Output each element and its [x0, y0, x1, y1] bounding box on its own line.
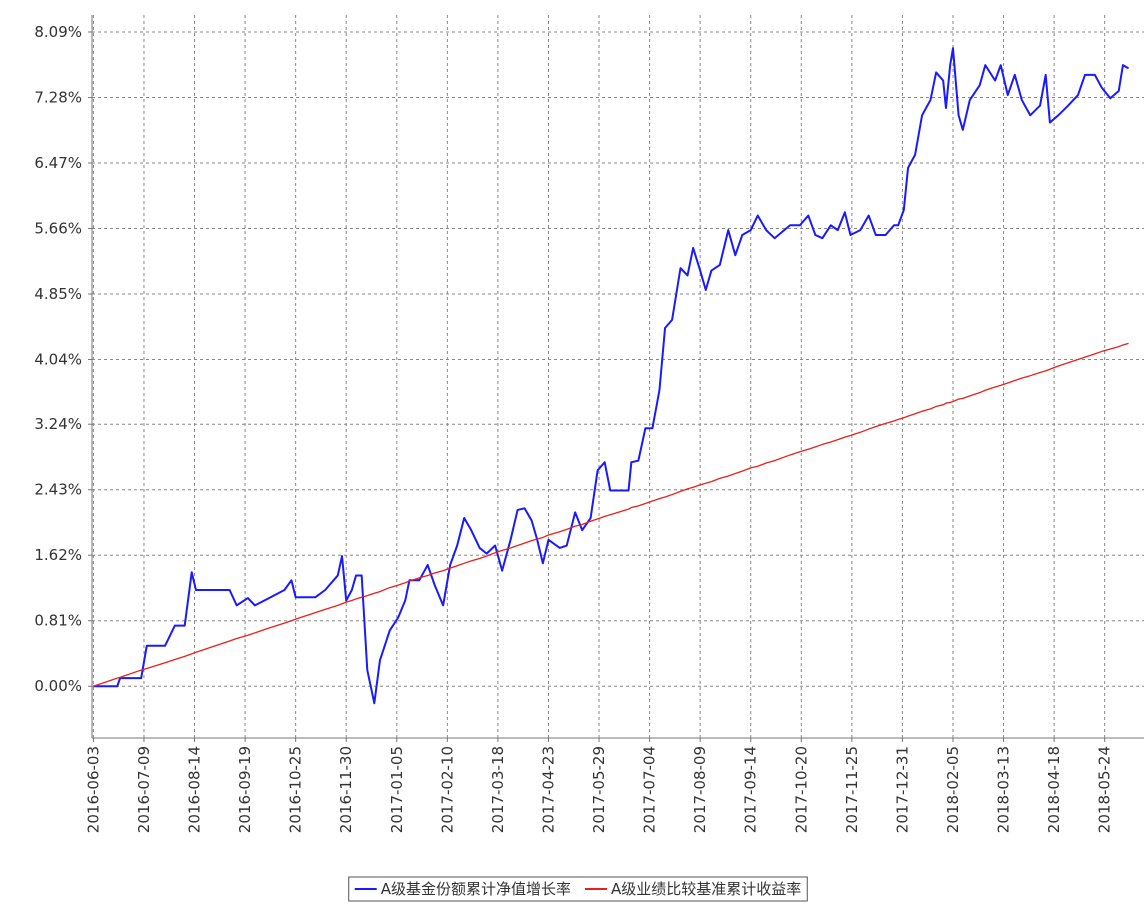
- tick-labels: 0.00% 0.81% 1.62% 2.43% 3.24% 4.04% 4.85% 5.66%…: [34, 23, 1113, 833]
- data-line: [93, 47, 1130, 705]
- y-tick-label: 2.43%: [34, 481, 82, 499]
- x-tick-label: 2017-05-29: [590, 746, 608, 833]
- x-tick-label: 2016-07-09: [135, 746, 153, 833]
- y-tick-label: 0.00%: [34, 677, 82, 695]
- x-tick-label: 2016-08-14: [186, 746, 204, 833]
- grid: [92, 15, 1144, 738]
- y-tick-label: 1.62%: [34, 546, 82, 564]
- y-tick-label: 6.47%: [34, 154, 82, 172]
- x-tick-label: 2018-03-13: [995, 746, 1013, 833]
- x-tick-label: 2016-11-30: [337, 746, 355, 833]
- legend-label: A级业绩比较基准累计收益率: [611, 880, 801, 898]
- x-tick-label: 2016-06-03: [84, 746, 102, 833]
- x-tick-label: 2018-04-18: [1045, 746, 1063, 833]
- legend-item: A级业绩比较基准累计收益率: [585, 880, 801, 898]
- x-tick-label: 2016-10-25: [287, 746, 305, 833]
- y-tick-label: 4.04%: [34, 351, 82, 369]
- x-tick-label: 2017-09-14: [742, 746, 760, 833]
- x-tick-label: 2017-03-18: [489, 746, 507, 833]
- x-tick-label: 2017-04-23: [539, 746, 557, 833]
- x-tick-label: 2017-07-04: [641, 746, 659, 833]
- plot: [93, 47, 1130, 705]
- x-tick-label: 2018-05-24: [1096, 746, 1114, 833]
- x-tick-label: 2017-02-10: [438, 746, 456, 833]
- y-tick-label: 4.85%: [34, 285, 82, 303]
- y-tick-label: 3.24%: [34, 415, 82, 433]
- x-tick-label: 2017-08-09: [691, 746, 709, 833]
- x-tick-label: 2018-02-05: [944, 746, 962, 833]
- data-line: [93, 342, 1129, 687]
- y-tick-label: 7.28%: [34, 88, 82, 106]
- x-tick-label: 2017-12-31: [893, 746, 911, 833]
- x-tick-label: 2017-10-20: [792, 746, 810, 833]
- x-tick-label: 2016-09-19: [236, 746, 254, 833]
- legend-item: A级基金份额累计净值增长率: [354, 880, 571, 898]
- x-tick-label: 2017-01-05: [388, 746, 406, 833]
- y-tick-label: 8.09%: [34, 23, 82, 41]
- legend-label: A级基金份额累计净值增长率: [381, 880, 571, 898]
- y-tick-label: 5.66%: [34, 220, 82, 238]
- legend-box: [348, 876, 808, 902]
- legend: A级基金份额累计净值增长率 A级业绩比较基准累计收益率: [348, 876, 808, 902]
- y-tick-label: 0.81%: [34, 612, 82, 630]
- x-tick-label: 2017-11-25: [843, 746, 861, 833]
